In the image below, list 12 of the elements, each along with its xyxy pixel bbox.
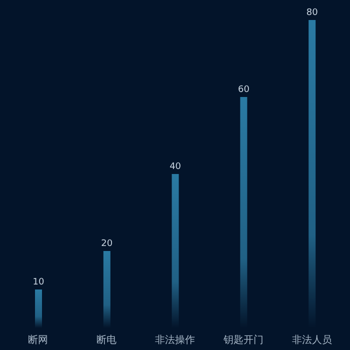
x-tick-label: 非法人员 — [292, 334, 332, 346]
bar — [103, 251, 110, 328]
data-label: 20 — [101, 239, 113, 249]
data-label: 60 — [238, 85, 250, 95]
bar — [35, 290, 42, 328]
x-tick-label: 钥匙开门 — [222, 334, 264, 346]
data-label: 10 — [32, 278, 44, 288]
x-tick-label: 断电 — [96, 334, 117, 346]
data-label: 80 — [306, 8, 318, 18]
x-tick-label: 断网 — [28, 334, 48, 346]
data-label: 40 — [170, 162, 182, 172]
x-tick-label: 非法操作 — [155, 334, 195, 346]
